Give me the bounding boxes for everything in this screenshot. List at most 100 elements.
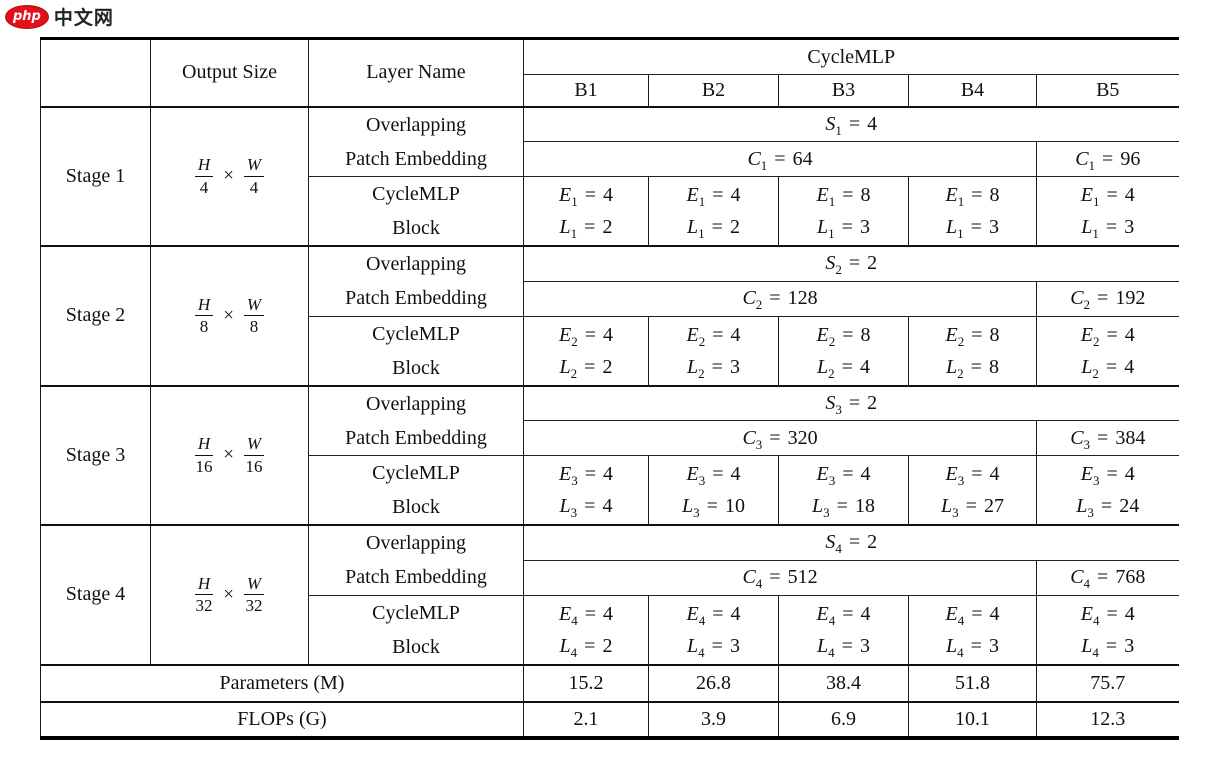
fraction: H 32 xyxy=(194,574,214,616)
fraction-denominator: 32 xyxy=(245,596,263,616)
layers-var: L xyxy=(812,495,824,517)
stride-cell: S4 = 2 xyxy=(523,525,1179,561)
times-sign: × xyxy=(223,583,234,605)
equals-sign: = xyxy=(584,495,596,517)
expansion-var: E xyxy=(816,323,829,346)
equals-sign: = xyxy=(769,287,781,309)
equals-sign: = xyxy=(1105,216,1118,238)
equals-sign: = xyxy=(971,602,983,625)
channels-subscript: 4 xyxy=(1083,576,1091,591)
layers-config: L3 = 4 xyxy=(525,490,649,522)
layers-subscript: 1 xyxy=(1092,226,1099,241)
layers-value: 3 xyxy=(859,634,870,657)
expansion-config: E2 = 4 xyxy=(650,319,779,351)
equals-sign: = xyxy=(1100,495,1113,517)
layers-subscript: 4 xyxy=(698,644,705,660)
channels-value: 192 xyxy=(1115,287,1146,309)
layers-config: L4 = 3 xyxy=(650,630,779,662)
expansion-subscript: 3 xyxy=(571,473,578,488)
layers-subscript: 1 xyxy=(828,226,835,241)
layer-name-line: CycleMLP xyxy=(372,462,460,484)
layer-name-line: Block xyxy=(392,217,440,239)
expansion-var: E xyxy=(945,323,958,346)
equals-sign: = xyxy=(848,252,861,275)
channels-subscript: 1 xyxy=(760,157,768,173)
expansion-subscript: 1 xyxy=(571,194,578,209)
equals-sign: = xyxy=(584,634,596,657)
expansion-var: E xyxy=(559,463,572,485)
layers-value: 2 xyxy=(602,216,613,238)
patch-embedding-cell: Overlapping Patch Embedding xyxy=(308,385,524,456)
expansion-var: E xyxy=(686,602,699,625)
channels-value: 384 xyxy=(1115,426,1146,449)
config-cell: E1 = 8 L1 = 3 xyxy=(778,176,909,247)
layers-value: 2 xyxy=(602,634,613,657)
expansion-var: E xyxy=(945,602,958,625)
stage-label: Stage 2 xyxy=(40,246,151,387)
equals-sign: = xyxy=(712,323,724,346)
equals-sign: = xyxy=(971,184,983,206)
layers-var: L xyxy=(687,634,699,657)
fraction-denominator: 4 xyxy=(199,177,209,197)
expansion-subscript: 1 xyxy=(957,194,965,209)
cyclemlp-architecture-table: Output Size Layer Name CycleMLP B1 B2 B3 B4 B5 S… xyxy=(40,37,1179,740)
layers-var: L xyxy=(946,216,958,238)
expansion-value: 4 xyxy=(1124,463,1135,485)
expansion-value: 4 xyxy=(1124,602,1135,625)
expansion-value: 4 xyxy=(1124,184,1135,206)
fraction-numerator: W xyxy=(243,434,265,456)
layer-name-line: Patch Embedding xyxy=(345,287,487,310)
expansion-config: E4 = 4 xyxy=(780,598,909,630)
footer-value: 6.9 xyxy=(778,701,909,740)
stride-cell: S3 = 2 xyxy=(523,385,1179,421)
fraction-numerator: W xyxy=(243,155,265,177)
layers-config: L2 = 8 xyxy=(910,351,1037,383)
stride-value: 2 xyxy=(867,391,878,414)
stride-value: 4 xyxy=(867,112,878,135)
model-header-b2: B2 xyxy=(648,74,779,108)
equals-sign: = xyxy=(842,184,854,206)
footer-value: 15.2 xyxy=(523,664,649,703)
layers-config: L1 = 3 xyxy=(780,211,909,243)
equals-sign: = xyxy=(1106,463,1118,485)
fraction: W 16 xyxy=(243,434,265,476)
equals-sign: = xyxy=(836,495,848,517)
output-size-header: Output Size xyxy=(150,37,309,108)
equals-sign: = xyxy=(971,463,983,485)
php-logo-badge: php xyxy=(5,4,49,29)
block-cell: CycleMLP Block xyxy=(308,595,524,666)
layers-config: L4 = 3 xyxy=(910,630,1037,662)
expansion-config: E1 = 4 xyxy=(1038,179,1179,211)
layers-config: L2 = 4 xyxy=(1038,351,1179,383)
equals-sign: = xyxy=(1106,323,1118,346)
stride-cell: S2 = 2 xyxy=(523,246,1179,282)
stride-subscript: 4 xyxy=(835,541,842,557)
layers-config: L3 = 27 xyxy=(910,490,1037,522)
expansion-config: E4 = 4 xyxy=(650,598,779,630)
site-logo[interactable]: php 中文网 xyxy=(5,3,114,30)
footer-value: 75.7 xyxy=(1036,664,1179,703)
layers-value: 2 xyxy=(729,216,740,238)
equals-sign: = xyxy=(1106,602,1118,625)
config-cell: E1 = 4 L1 = 3 xyxy=(1036,176,1179,247)
footer-label: FLOPs (G) xyxy=(40,701,524,740)
layers-value: 18 xyxy=(854,495,875,517)
layers-value: 3 xyxy=(729,355,740,378)
fraction-denominator: 8 xyxy=(199,317,209,337)
patch-embedding-cell: Overlapping Patch Embedding xyxy=(308,106,524,177)
expansion-config: E1 = 8 xyxy=(910,179,1037,211)
equals-sign: = xyxy=(584,323,596,346)
config-cell: E2 = 4 L2 = 3 xyxy=(648,316,779,387)
output-size-cell: H 8 × W 8 xyxy=(150,246,309,387)
layers-subscript: 2 xyxy=(957,365,964,381)
equals-sign: = xyxy=(1106,184,1118,206)
fraction-numerator: H xyxy=(194,574,214,596)
expansion-config: E3 = 4 xyxy=(650,458,779,490)
layer-name-line: Block xyxy=(392,635,440,658)
expansion-subscript: 1 xyxy=(698,194,706,209)
stride-value: 2 xyxy=(867,531,878,554)
config-cell: E2 = 8 L2 = 4 xyxy=(778,316,909,387)
